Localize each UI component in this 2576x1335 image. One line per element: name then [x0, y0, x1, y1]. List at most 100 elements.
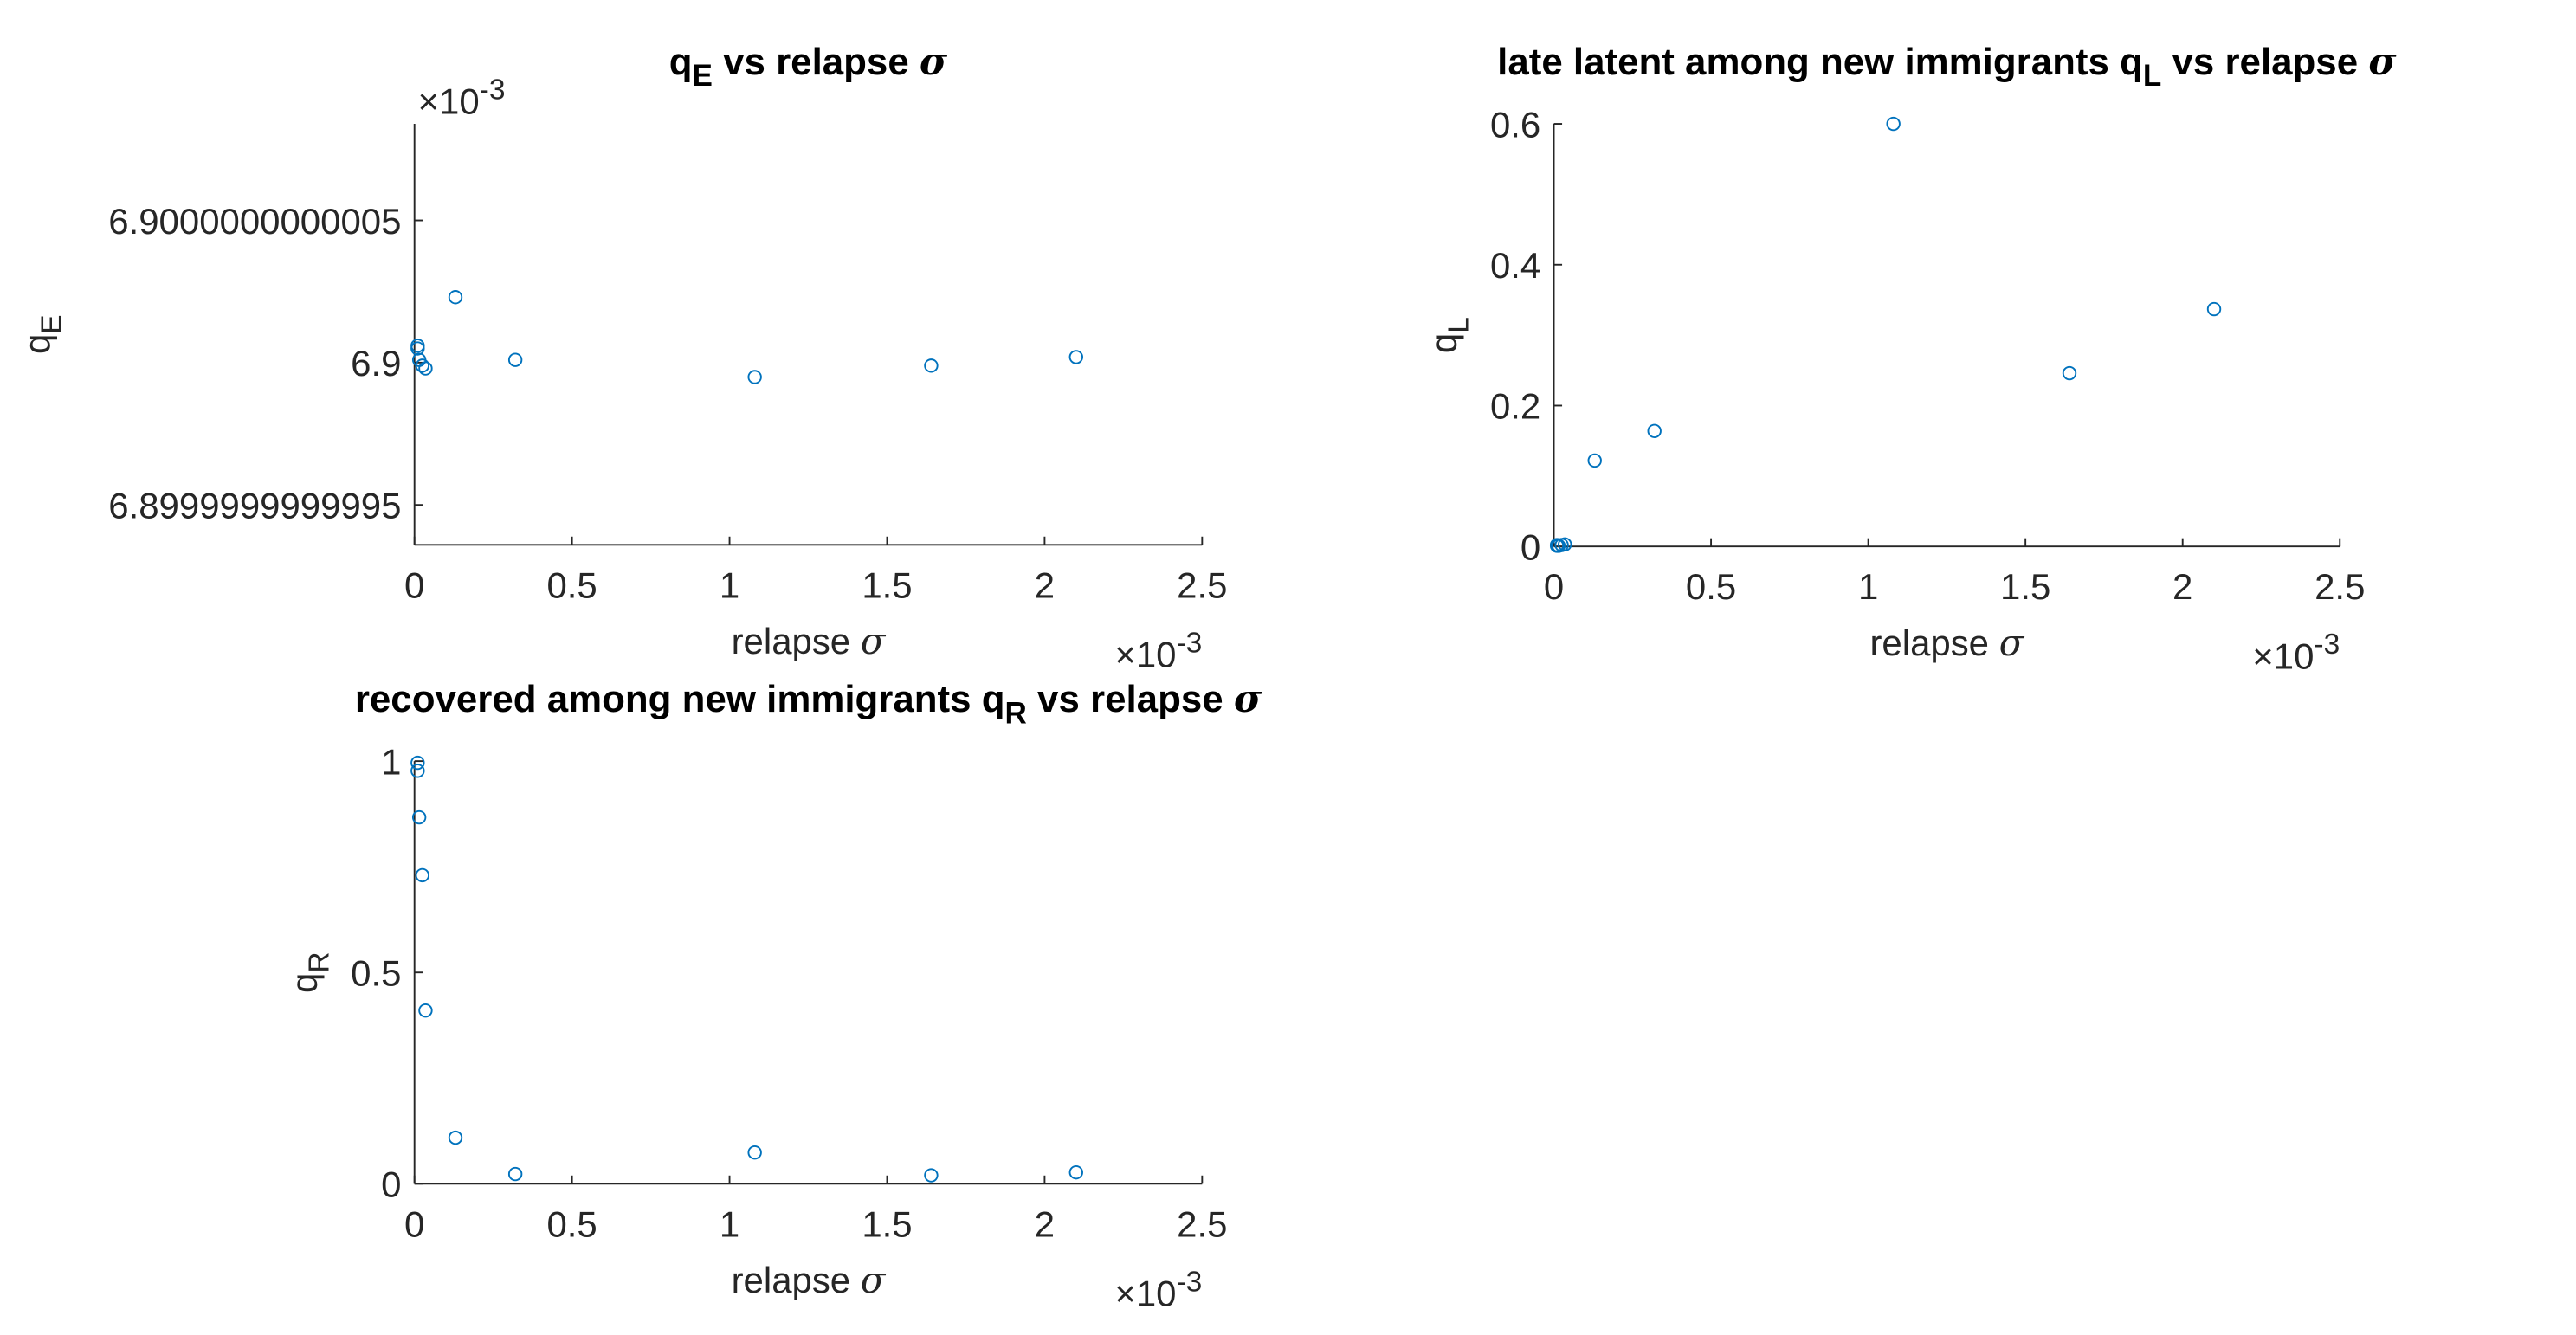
scatter-point [1647, 423, 1662, 438]
chart-title-part: vs relapse [2161, 41, 2368, 83]
chart-title-part: E [693, 59, 713, 93]
y-axis-label-part: q [1424, 333, 1464, 353]
x-tick-label: 2 [1035, 1203, 1055, 1244]
x-axis-label-part: relapse [1869, 622, 1998, 663]
y-tick-label: 0 [1520, 526, 1540, 567]
scatter-point [410, 764, 425, 778]
x-multiplier-part: -3 [1176, 1266, 1202, 1298]
x-axis-label-part: σ [1999, 622, 2025, 664]
y-tick-label: 0 [381, 1164, 401, 1205]
x-tick-label: 1 [720, 1203, 739, 1244]
chart-title-part: q [669, 41, 693, 83]
y-axis-label-part: q [284, 973, 325, 993]
x-axis-label-part: σ [861, 1259, 887, 1301]
scatter-point [418, 1003, 433, 1018]
x-multiplier-part: ×10 [1114, 1273, 1176, 1313]
chart-title-part: σ [1234, 677, 1262, 721]
x-tick-label: 0.5 [546, 1203, 597, 1244]
x-multiplier-part: -3 [2314, 629, 2340, 661]
scatter-point [1587, 453, 1602, 468]
x-tick-label: 2.5 [2315, 566, 2365, 607]
x-axis-label: relapse σ [1869, 622, 2024, 664]
x-tick-label: 0.5 [1686, 566, 1736, 607]
y-tick-label: 6.9 [351, 343, 401, 384]
x-multiplier-part: ×10 [1114, 634, 1176, 674]
scatter-point [411, 809, 427, 825]
x-tick-label: 0 [404, 564, 424, 605]
x-tick-label: 1.5 [862, 1203, 912, 1244]
chart-title: qE vs relapse σ [669, 40, 948, 93]
scatter-point [507, 1166, 523, 1182]
scatter-point [1558, 537, 1572, 551]
chart-title-part: late latent among new immigrants q [1497, 41, 2143, 83]
scatter-point [418, 361, 433, 376]
x-axis-label-part: σ [861, 620, 887, 662]
x-axis-label: relapse σ [732, 620, 887, 662]
scatter-point [747, 370, 762, 384]
scatter-point [924, 358, 939, 373]
chart-title-part: vs relapse [713, 41, 920, 83]
x-tick-label: 2 [1035, 564, 1055, 605]
x-tick-label: 0 [1544, 566, 1564, 607]
x-multiplier-part: -3 [1176, 627, 1202, 659]
y-tick-label: 0.6 [1490, 104, 1540, 145]
x-tick-label: 2.5 [1177, 1203, 1227, 1244]
y-axis-label-part: q [16, 334, 57, 354]
chart-title-part: R [1005, 696, 1027, 730]
scatter-point [415, 867, 429, 883]
y-multiplier-part: ×10 [418, 81, 480, 122]
subplot: 0 0.5 1 1.5 2 2.5 0 0.5 1 recovered among new imm… [284, 677, 1262, 1314]
scatter-point [747, 1145, 762, 1160]
y-axis-label: qR [284, 951, 335, 993]
x-multiplier: ×10-3 [1114, 627, 1202, 674]
scatter-point [448, 290, 463, 305]
y-axis-label-part: R [304, 951, 336, 972]
y-tick-label: 6.9000000000005 [108, 201, 401, 242]
y-tick-label: 0.2 [1490, 386, 1540, 427]
scatter-point [1886, 116, 1901, 132]
scatter-point [410, 755, 425, 771]
scatter-point [410, 339, 425, 353]
scatter-point [448, 1130, 463, 1145]
x-axis-label-part: relapse [732, 1260, 861, 1300]
subplot: 0 0.5 1 1.5 2 2.5 6.8999999999995 6.9 6.90000000… [16, 40, 1227, 675]
x-axis-label: relapse σ [732, 1259, 887, 1301]
scatter-point [410, 341, 425, 356]
x-tick-label: 1.5 [862, 564, 912, 605]
y-axis-label-part: E [36, 314, 68, 333]
chart-title-part: σ [2368, 40, 2397, 84]
chart-title: recovered among new immigrants qR vs rel… [355, 677, 1262, 730]
x-tick-label: 2.5 [1177, 564, 1227, 605]
y-tick-label: 6.8999999999995 [108, 485, 401, 526]
scatter-point [2206, 301, 2222, 317]
scatter-point [507, 352, 523, 367]
x-axis-label-part: relapse [732, 621, 861, 661]
y-tick-label: 1 [381, 741, 401, 782]
y-axis-label-part: L [1443, 317, 1475, 333]
x-multiplier: ×10-3 [2252, 629, 2340, 676]
chart-title: late latent among new immigrants qL vs r… [1497, 40, 2397, 93]
chart-title-part: L [2143, 59, 2161, 93]
y-tick-label: 0.4 [1490, 245, 1540, 286]
y-axis-label: qL [1424, 317, 1475, 353]
chart-title-part: vs relapse [1027, 678, 1234, 720]
x-multiplier-part: ×10 [2252, 635, 2314, 676]
scatter-point [415, 358, 429, 373]
x-tick-label: 0.5 [546, 564, 597, 605]
x-tick-label: 2 [2172, 566, 2192, 607]
chart-title-part: σ [920, 40, 948, 84]
y-multiplier: ×10-3 [418, 74, 506, 121]
x-tick-label: 1 [720, 564, 739, 605]
scatter-point [924, 1168, 939, 1183]
x-tick-label: 1.5 [2000, 566, 2050, 607]
scatter-point [1068, 1164, 1083, 1180]
x-tick-label: 0 [404, 1203, 424, 1244]
scatter-point [2062, 365, 2077, 381]
x-multiplier: ×10-3 [1114, 1266, 1202, 1313]
y-tick-label: 0.5 [351, 952, 401, 993]
y-axis-label: qE [16, 314, 68, 354]
x-tick-label: 1 [1858, 566, 1878, 607]
scatter-point [1068, 350, 1083, 364]
